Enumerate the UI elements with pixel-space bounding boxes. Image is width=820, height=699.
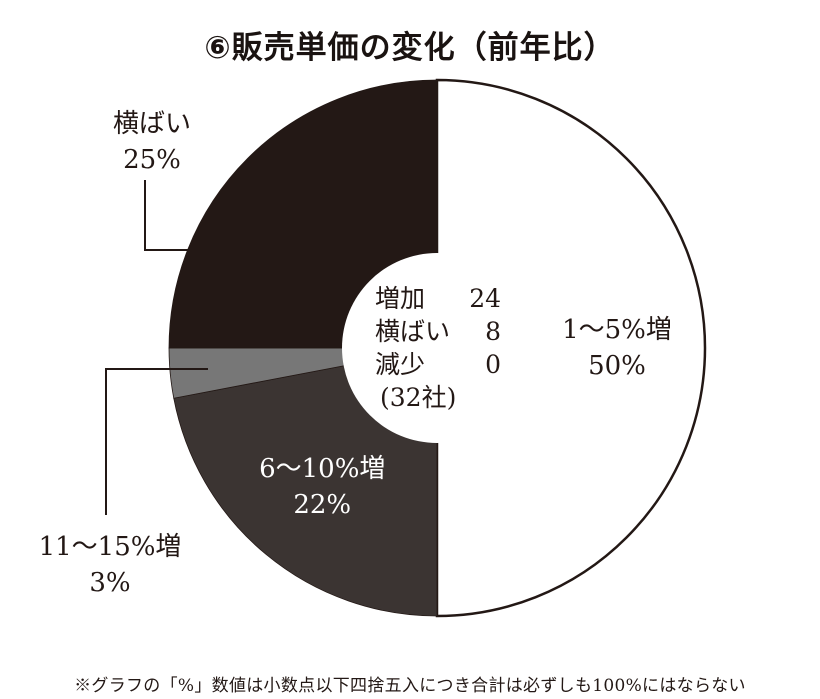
slice-label-6-10-name: 6～10%増 xyxy=(259,453,386,484)
center-total: (32社) xyxy=(380,383,457,412)
leader-line-flat xyxy=(144,180,257,251)
slice-1-5 xyxy=(435,78,707,618)
slice-label-6-10: 6～10%増 22% xyxy=(242,451,402,523)
center-row-decrease: 減少 0 xyxy=(345,348,525,381)
leader-line-11-15 xyxy=(105,368,208,515)
slice-label-6-10-value: 22% xyxy=(293,489,352,520)
center-row-flat: 横ばい 8 xyxy=(345,315,525,348)
center-row-flat-value: 8 xyxy=(485,317,501,346)
center-row-increase-label: 増加 xyxy=(375,284,426,313)
slice-label-flat: 横ばい 25% xyxy=(72,106,232,178)
center-row-increase-value: 24 xyxy=(469,284,501,313)
center-row-increase: 増加 24 xyxy=(345,282,525,315)
slice-label-flat-name: 横ばい xyxy=(112,109,191,139)
center-row-decrease-value: 0 xyxy=(485,350,501,379)
center-row-flat-label: 横ばい xyxy=(375,317,451,346)
chart-title: ⑥販売単価の変化（前年比） xyxy=(204,30,616,66)
slice-label-11-15-name: 11～15%増 xyxy=(38,532,182,562)
slice-label-11-15: 11～15%増 3% xyxy=(30,529,190,601)
center-stats: 増加 24 横ばい 8 減少 0 (32社) xyxy=(345,282,525,414)
center-hole xyxy=(342,253,532,443)
slice-label-1-5-name: 1～5%増 xyxy=(562,315,672,345)
slice-label-11-15-value: 3% xyxy=(89,568,131,598)
slice-label-flat-value: 25% xyxy=(123,145,181,175)
footnote: ※グラフの「%」数値は小数点以下四捨五入につき合計は必ずしも100%にはならない xyxy=(74,676,746,696)
slice-label-1-5: 1～5%増 50% xyxy=(537,312,697,384)
slice-label-1-5-value: 50% xyxy=(588,351,646,381)
center-row-decrease-label: 減少 xyxy=(375,350,426,379)
